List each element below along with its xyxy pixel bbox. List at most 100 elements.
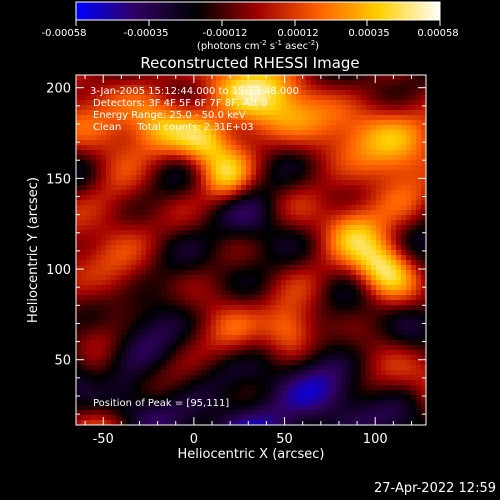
heatmap-cell (331, 300, 337, 306)
heatmap-cell (306, 305, 312, 311)
heatmap-cell (366, 140, 372, 146)
heatmap-cell (186, 330, 192, 336)
heatmap-cell (251, 270, 257, 276)
heatmap-cell (326, 295, 332, 301)
heatmap-cell (256, 340, 262, 346)
heatmap-cell (226, 380, 232, 386)
heatmap-cell (131, 250, 137, 256)
heatmap-cell (86, 150, 92, 156)
heatmap-cell (241, 90, 247, 96)
heatmap-cell (301, 110, 307, 116)
heatmap-cell (346, 275, 352, 281)
heatmap-cell (306, 250, 312, 256)
heatmap-cell (111, 350, 117, 356)
heatmap-cell (176, 330, 182, 336)
heatmap-cell (256, 375, 262, 381)
heatmap-cell (106, 245, 112, 251)
heatmap-cell (171, 265, 177, 271)
heatmap-cell (211, 225, 217, 231)
heatmap-cell (336, 350, 342, 356)
heatmap-cell (371, 375, 377, 381)
heatmap-cell (96, 270, 102, 276)
heatmap-cell (296, 325, 302, 331)
heatmap-cell (176, 325, 182, 331)
heatmap-cell (181, 295, 187, 301)
heatmap-cell (376, 140, 382, 146)
heatmap-cell (346, 240, 352, 246)
heatmap-cell (311, 380, 317, 386)
heatmap-cell (246, 350, 252, 356)
heatmap-cell (316, 110, 322, 116)
heatmap-cell (401, 145, 407, 151)
heatmap-cell (126, 100, 132, 106)
heatmap-cell (131, 335, 137, 341)
heatmap-cell (186, 100, 192, 106)
heatmap-cell (201, 110, 207, 116)
heatmap-cell (131, 105, 137, 111)
heatmap-cell (271, 305, 277, 311)
heatmap-cell (136, 195, 142, 201)
heatmap-cell (376, 90, 382, 96)
heatmap-cell (221, 170, 227, 176)
heatmap-cell (306, 280, 312, 286)
heatmap-cell (141, 420, 147, 425)
heatmap-cell (231, 385, 237, 391)
heatmap-cell (246, 260, 252, 266)
heatmap-cell (166, 330, 172, 336)
heatmap-cell (146, 165, 152, 171)
heatmap-cell (151, 280, 157, 286)
heatmap-cell (281, 95, 287, 101)
heatmap-cell (161, 250, 167, 256)
heatmap-cell (136, 210, 142, 216)
heatmap-cell (271, 165, 277, 171)
heatmap-cell (91, 75, 97, 81)
heatmap-cell (236, 380, 242, 386)
heatmap-cell (191, 405, 197, 411)
heatmap-cell (156, 415, 162, 421)
heatmap-cell (246, 275, 252, 281)
heatmap-cell (371, 270, 377, 276)
heatmap-cell (291, 85, 297, 91)
heatmap-cell (316, 375, 322, 381)
heatmap-cell (91, 365, 97, 371)
heatmap-cell (161, 265, 167, 271)
heatmap-cell (136, 395, 142, 401)
heatmap-cell (401, 350, 407, 356)
heatmap-cell (151, 115, 157, 121)
heatmap-cell (231, 230, 237, 236)
heatmap-cell (386, 270, 392, 276)
heatmap-cell (186, 140, 192, 146)
heatmap-cell (281, 260, 287, 266)
heatmap-cell (216, 290, 222, 296)
heatmap-cell (301, 125, 307, 131)
heatmap-cell (336, 160, 342, 166)
heatmap-cell (106, 310, 112, 316)
heatmap-cell (406, 95, 412, 101)
heatmap-cell (91, 300, 97, 306)
heatmap-cell (176, 290, 182, 296)
heatmap-cell (396, 345, 402, 351)
heatmap-cell (406, 85, 412, 91)
heatmap-cell (411, 285, 417, 291)
heatmap-cell (386, 340, 392, 346)
heatmap-cell (251, 350, 257, 356)
heatmap-cell (421, 90, 426, 96)
heatmap-cell (171, 165, 177, 171)
heatmap-cell (116, 255, 122, 261)
heatmap-cell (111, 190, 117, 196)
heatmap-cell (211, 340, 217, 346)
heatmap-cell (186, 80, 192, 86)
heatmap-cell (336, 265, 342, 271)
heatmap-cell (191, 410, 197, 416)
heatmap-cell (241, 355, 247, 361)
heatmap-cell (306, 400, 312, 406)
heatmap-cell (221, 300, 227, 306)
heatmap-cell (241, 295, 247, 301)
heatmap-cell (371, 235, 377, 241)
heatmap-cell (326, 415, 332, 421)
heatmap-cell (261, 90, 267, 96)
heatmap-cell (261, 215, 267, 221)
heatmap-cell (381, 265, 387, 271)
heatmap-cell (281, 320, 287, 326)
heatmap-cell (136, 310, 142, 316)
